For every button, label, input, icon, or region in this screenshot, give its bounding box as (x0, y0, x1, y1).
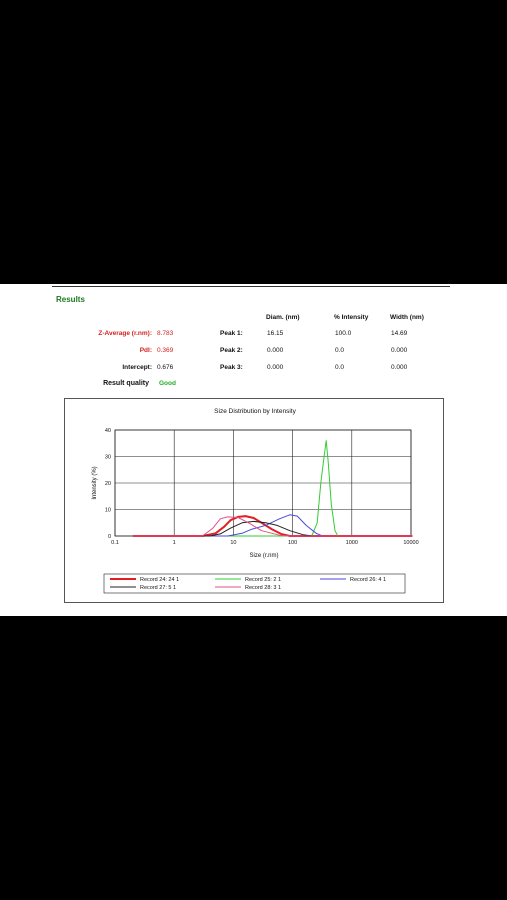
peak-3-diam: 0.000 (267, 364, 284, 371)
peak-1-diam: 16.15 (267, 330, 284, 337)
peak-3-label: Peak 3: (220, 364, 243, 371)
legend-entry: Record 28: 3 1 (245, 585, 281, 591)
y-tick-label: 40 (105, 428, 111, 434)
peak-2-diam: 0.000 (267, 347, 284, 354)
chart-title: Size Distribution by Intensity (214, 408, 296, 415)
intercept-value: 0.676 (157, 364, 174, 371)
peak-3-intensity: 0.0 (335, 364, 345, 371)
intercept-label: Intercept: (122, 364, 152, 371)
z-average-value: 8.783 (157, 330, 174, 337)
report-sheet: Results Diam. (nm) % Intensity Width (nm… (0, 284, 507, 616)
x-tick-label: 1000 (346, 540, 358, 546)
peak-1-width: 14.69 (391, 330, 408, 337)
y-tick-label: 0 (108, 534, 111, 540)
results-title: Results (56, 295, 85, 304)
peak-2-intensity: 0.0 (335, 347, 345, 354)
z-average-label: Z-Average (r.nm): (98, 330, 152, 337)
x-tick-label: 10000 (403, 540, 418, 546)
peak-2-width: 0.000 (391, 347, 408, 354)
peak-1-label: Peak 1: (220, 330, 243, 337)
series-line (132, 440, 413, 537)
peak-1-intensity: 100.0 (335, 330, 352, 337)
x-tick-label: 10 (230, 540, 236, 546)
y-tick-label: 30 (105, 455, 111, 461)
grid (114, 429, 412, 537)
chart-svg: Size Distribution by Intensity Intensity… (92, 408, 419, 594)
size-distribution-chart: Size Distribution by Intensity Intensity… (64, 398, 444, 603)
result-quality-value: Good (159, 380, 176, 387)
pdi-label: PdI: (139, 347, 152, 354)
legend: Record 24: 24 1 Record 25: 2 1 Record 26: … (103, 573, 406, 594)
column-diam-header: Diam. (nm) (266, 314, 300, 321)
y-tick-label: 10 (105, 508, 111, 514)
series-line (132, 520, 413, 537)
y-tick-label: 20 (105, 481, 111, 487)
x-tick-label: 1 (173, 540, 176, 546)
result-quality-label: Result quality (103, 380, 149, 387)
x-tick-label: 0.1 (111, 540, 119, 546)
legend-entry: Record 27: 5 1 (140, 585, 176, 591)
divider (52, 286, 450, 287)
series-line (132, 515, 413, 537)
pdi-value: 0.369 (157, 347, 174, 354)
x-axis-label: Size (r.nm) (249, 553, 278, 559)
peak-2-label: Peak 2: (220, 347, 243, 354)
x-tick-label: 100 (288, 540, 297, 546)
column-width-header: Width (nm) (390, 314, 424, 321)
series-line (132, 514, 413, 537)
tick-labels: 0.1 1 10 100 1000 10000 0 10 20 30 40 (105, 428, 419, 546)
legend-entry: Record 24: 24 1 (140, 577, 179, 583)
y-axis-label: Intensity (%) (92, 466, 98, 499)
series-lines (132, 440, 413, 537)
column-intensity-header: % Intensity (334, 314, 369, 321)
legend-entry: Record 26: 4 1 (350, 577, 386, 583)
legend-entry: Record 25: 2 1 (245, 577, 281, 583)
series-line (132, 516, 413, 537)
peak-3-width: 0.000 (391, 364, 408, 371)
